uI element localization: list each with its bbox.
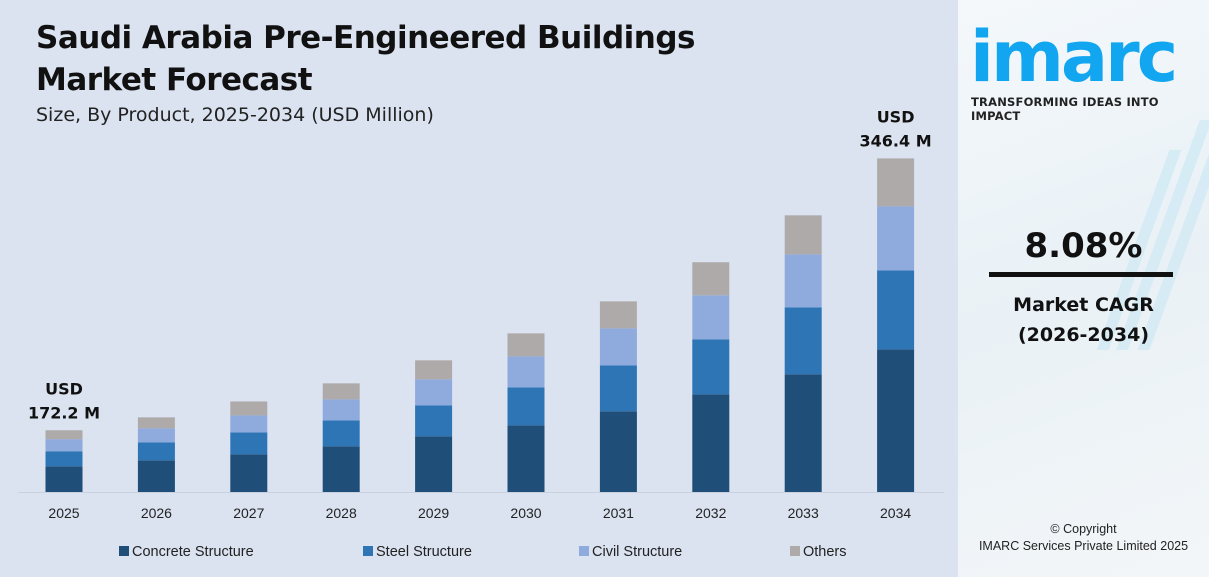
bar-segment-steel-structure xyxy=(692,339,730,395)
total-label-value: 172.2 M xyxy=(28,403,100,422)
total-label-value: 346.4 M xyxy=(860,131,932,150)
bar-segment-steel-structure xyxy=(322,420,360,447)
bar-segment-concrete-structure xyxy=(45,466,83,492)
bar-segment-concrete-structure xyxy=(784,374,822,492)
bar-segment-steel-structure xyxy=(784,307,822,375)
bar-segment-others xyxy=(45,430,83,440)
bar-segment-civil-structure xyxy=(784,254,822,308)
bar-segment-concrete-structure xyxy=(507,425,545,492)
bar-segment-steel-structure xyxy=(45,451,83,467)
copyright-line-1: © Copyright xyxy=(1050,522,1117,536)
legend-label: Civil Structure xyxy=(592,544,682,560)
total-label-currency: USD xyxy=(877,107,915,126)
legend-swatch xyxy=(579,546,589,556)
cagr-period: (2026-2034) xyxy=(1017,324,1149,346)
sidebar-panel: imarc TRANSFORMING IDEAS INTO IMPACT 8.0… xyxy=(958,0,1209,577)
cagr-value: 8.08% xyxy=(1024,226,1143,266)
bar-segment-others xyxy=(137,417,175,429)
x-tick-label: 2028 xyxy=(326,505,357,521)
legend-label: Concrete Structure xyxy=(132,544,254,560)
legend-swatch xyxy=(363,546,373,556)
bar-segment-concrete-structure xyxy=(599,411,637,492)
bar-segment-others xyxy=(784,215,822,255)
x-tick-label: 2025 xyxy=(48,505,79,521)
bar-segment-concrete-structure xyxy=(230,454,268,492)
bar-segment-civil-structure xyxy=(507,356,545,388)
logo-tagline: TRANSFORMING IDEAS INTO IMPACT xyxy=(971,95,1159,123)
bar-segment-others xyxy=(322,383,360,400)
x-tick-label: 2027 xyxy=(233,505,264,521)
bar-segment-steel-structure xyxy=(877,270,915,350)
bar-segment-concrete-structure xyxy=(877,349,915,492)
bar-segment-steel-structure xyxy=(507,387,545,426)
legend-swatch xyxy=(790,546,800,556)
bar-segment-civil-structure xyxy=(137,428,175,443)
bar-segment-concrete-structure xyxy=(322,446,360,492)
bar-segment-others xyxy=(599,301,637,329)
chart-title: Saudi Arabia Pre-Engineered Buildings Ma… xyxy=(36,17,696,101)
x-tick-label: 2032 xyxy=(695,505,726,521)
bar-segment-steel-structure xyxy=(137,442,175,461)
legend-label: Others xyxy=(803,544,847,560)
bar-segment-civil-structure xyxy=(230,415,268,433)
bar-segment-concrete-structure xyxy=(692,394,730,492)
bar-segment-others xyxy=(507,333,545,357)
bar-segment-steel-structure xyxy=(599,365,637,412)
bar-segment-civil-structure xyxy=(415,379,453,406)
bar-segment-civil-structure xyxy=(877,206,915,271)
imarc-logo: imarc xyxy=(970,16,1178,98)
legend-swatch xyxy=(119,546,129,556)
legend-label: Steel Structure xyxy=(376,544,472,560)
chart-panel: Saudi Arabia Pre-Engineered Buildings Ma… xyxy=(0,0,958,577)
x-tick-label: 2026 xyxy=(141,505,172,521)
bar-segment-civil-structure xyxy=(322,399,360,421)
x-tick-label: 2030 xyxy=(510,505,541,521)
chart-subtitle: Size, By Product, 2025-2034 (USD Million… xyxy=(36,104,434,126)
bar-segment-others xyxy=(692,262,730,296)
x-tick-label: 2033 xyxy=(788,505,819,521)
stacked-bar-chart: 2025 2026 2027 2028 2029 2030 2031 2032 2033 2034… xyxy=(18,107,944,560)
divider xyxy=(989,272,1173,277)
title-line-1: Saudi Arabia Pre-Engineered Buildings xyxy=(36,20,696,56)
bar-segment-others xyxy=(877,158,915,207)
bar-segment-concrete-structure xyxy=(137,460,175,492)
copyright: © Copyright IMARC Services Private Limit… xyxy=(958,521,1209,555)
bar-segment-steel-structure xyxy=(415,405,453,437)
cagr-label: Market CAGR (2026-2034) xyxy=(958,290,1209,350)
bar-segment-civil-structure xyxy=(45,439,83,452)
x-tick-label: 2031 xyxy=(603,505,634,521)
total-label-currency: USD xyxy=(45,379,83,398)
title-line-2: Market Forecast xyxy=(36,62,313,98)
cagr-label-text: Market CAGR xyxy=(1013,294,1154,316)
bar-segment-others xyxy=(415,360,453,380)
bar-segment-civil-structure xyxy=(599,328,637,366)
bar-segment-civil-structure xyxy=(692,295,730,340)
x-tick-label: 2029 xyxy=(418,505,449,521)
bar-segment-steel-structure xyxy=(230,432,268,455)
copyright-line-2: IMARC Services Private Limited 2025 xyxy=(978,539,1189,553)
x-tick-label: 2034 xyxy=(880,505,911,521)
bar-segment-others xyxy=(230,401,268,416)
bar-segment-concrete-structure xyxy=(415,436,453,492)
